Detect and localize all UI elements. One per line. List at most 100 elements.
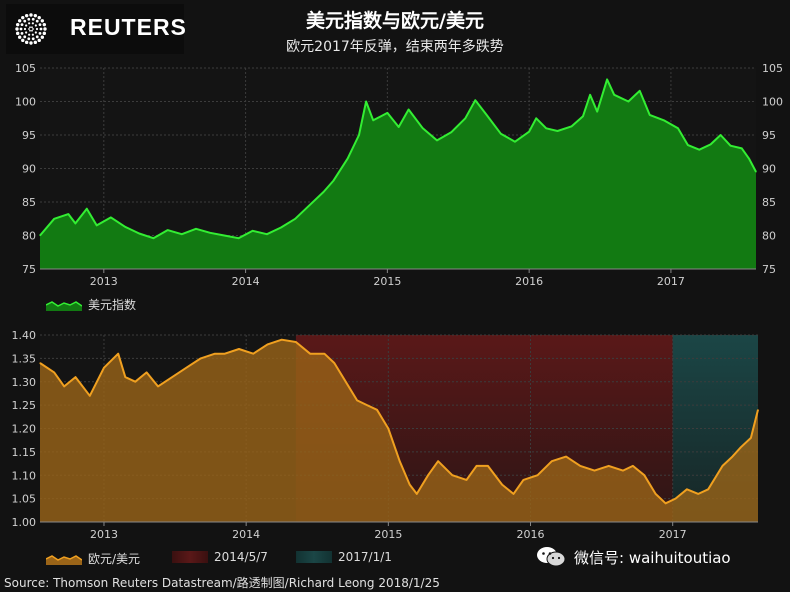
- logo-dot: [17, 19, 22, 23]
- y-tick-label: 1.25: [12, 399, 37, 412]
- band2-legend-swatch: [296, 551, 332, 563]
- logo-dot: [43, 27, 47, 31]
- data-point: [238, 348, 240, 350]
- data-point: [110, 216, 112, 219]
- data-point: [89, 395, 91, 397]
- y-tick-label: 75: [22, 263, 36, 276]
- data-point: [309, 353, 311, 355]
- y-tick-label: 100: [15, 96, 36, 109]
- logo-dot: [29, 41, 33, 45]
- y-tick-label: 85: [22, 196, 36, 209]
- data-point: [750, 437, 752, 439]
- logo-dot: [31, 29, 33, 32]
- data-point: [465, 479, 468, 481]
- logo-dot: [27, 17, 31, 21]
- data-point: [74, 376, 77, 378]
- data-point: [200, 357, 202, 359]
- data-point: [655, 493, 657, 495]
- data-point: [757, 409, 759, 411]
- data-point: [632, 465, 634, 467]
- x-tick-label: 2017: [657, 275, 685, 288]
- data-point: [451, 474, 453, 476]
- logo-dot: [29, 29, 31, 32]
- data-point: [579, 465, 581, 467]
- logo-dot: [40, 19, 45, 23]
- data-point: [697, 493, 699, 495]
- data-point: [408, 108, 410, 111]
- logo-dot: [27, 37, 31, 41]
- logo-dot: [23, 27, 27, 31]
- data-point: [686, 488, 688, 490]
- data-point: [416, 493, 418, 495]
- logo-dot: [37, 15, 41, 20]
- data-point: [167, 229, 169, 231]
- logo-dot: [38, 23, 42, 27]
- logo-dot: [25, 24, 28, 27]
- logo-dot: [35, 19, 39, 23]
- data-point: [755, 171, 757, 173]
- data-point: [295, 341, 297, 343]
- data-point: [237, 237, 240, 239]
- logo-dot: [31, 33, 34, 36]
- eur-legend-swatch: [46, 554, 82, 565]
- band1-legend-label: 2014/5/7: [214, 550, 268, 564]
- band2-legend: 2017/1/1: [296, 550, 392, 564]
- band1-legend-swatch: [172, 551, 208, 563]
- logo-dot: [31, 22, 34, 25]
- logo-dot: [35, 35, 39, 39]
- data-point: [138, 232, 140, 235]
- data-point: [124, 226, 126, 228]
- series-area: [40, 339, 758, 522]
- data-point: [281, 339, 283, 341]
- data-point: [719, 134, 722, 136]
- data-point: [146, 371, 148, 373]
- data-point: [707, 488, 709, 490]
- data-point: [398, 126, 400, 128]
- band2-legend-label: 2017/1/1: [338, 550, 392, 564]
- y-tick-label-right: 75: [762, 263, 776, 276]
- data-point: [74, 222, 77, 225]
- data-point: [372, 119, 374, 121]
- logo-dot: [37, 38, 41, 43]
- data-point: [545, 127, 547, 129]
- data-point: [571, 125, 573, 127]
- data-point: [593, 469, 596, 472]
- data-point: [643, 474, 645, 476]
- logo-dot: [35, 27, 39, 31]
- data-point: [134, 381, 136, 383]
- x-tick-label: 2015: [374, 528, 402, 541]
- data-point: [39, 234, 41, 237]
- y-tick-label: 1.15: [12, 446, 37, 459]
- logo-dot: [39, 27, 43, 31]
- data-point: [535, 117, 537, 119]
- logo-dot: [28, 22, 31, 25]
- data-point: [437, 460, 439, 462]
- data-point: [613, 94, 615, 96]
- data-point: [366, 404, 368, 406]
- logo-dot: [29, 13, 33, 17]
- data-point: [209, 232, 211, 234]
- data-point: [627, 100, 629, 103]
- chart-title: 美元指数与欧元/美元: [306, 10, 484, 32]
- data-point: [501, 484, 503, 486]
- data-point: [537, 474, 539, 476]
- y-tick-label-right: 100: [762, 96, 783, 109]
- data-point: [252, 353, 254, 355]
- logo-dot: [34, 31, 37, 34]
- data-point: [663, 119, 665, 121]
- logo-dot: [20, 31, 24, 35]
- logo-dot: [24, 40, 29, 45]
- data-point: [436, 139, 438, 141]
- data-point: [596, 110, 598, 113]
- logo-dot: [31, 26, 33, 29]
- logo-dot: [34, 24, 37, 27]
- eur-legend: 欧元/美元: [46, 550, 140, 567]
- data-point: [677, 127, 679, 129]
- eur-legend-label: 欧元/美元: [88, 552, 141, 566]
- data-point: [86, 208, 88, 210]
- data-point: [345, 381, 347, 383]
- data-point: [698, 149, 700, 151]
- data-point: [39, 362, 41, 364]
- y-tick-label-right: 90: [762, 163, 776, 176]
- data-point: [63, 385, 65, 388]
